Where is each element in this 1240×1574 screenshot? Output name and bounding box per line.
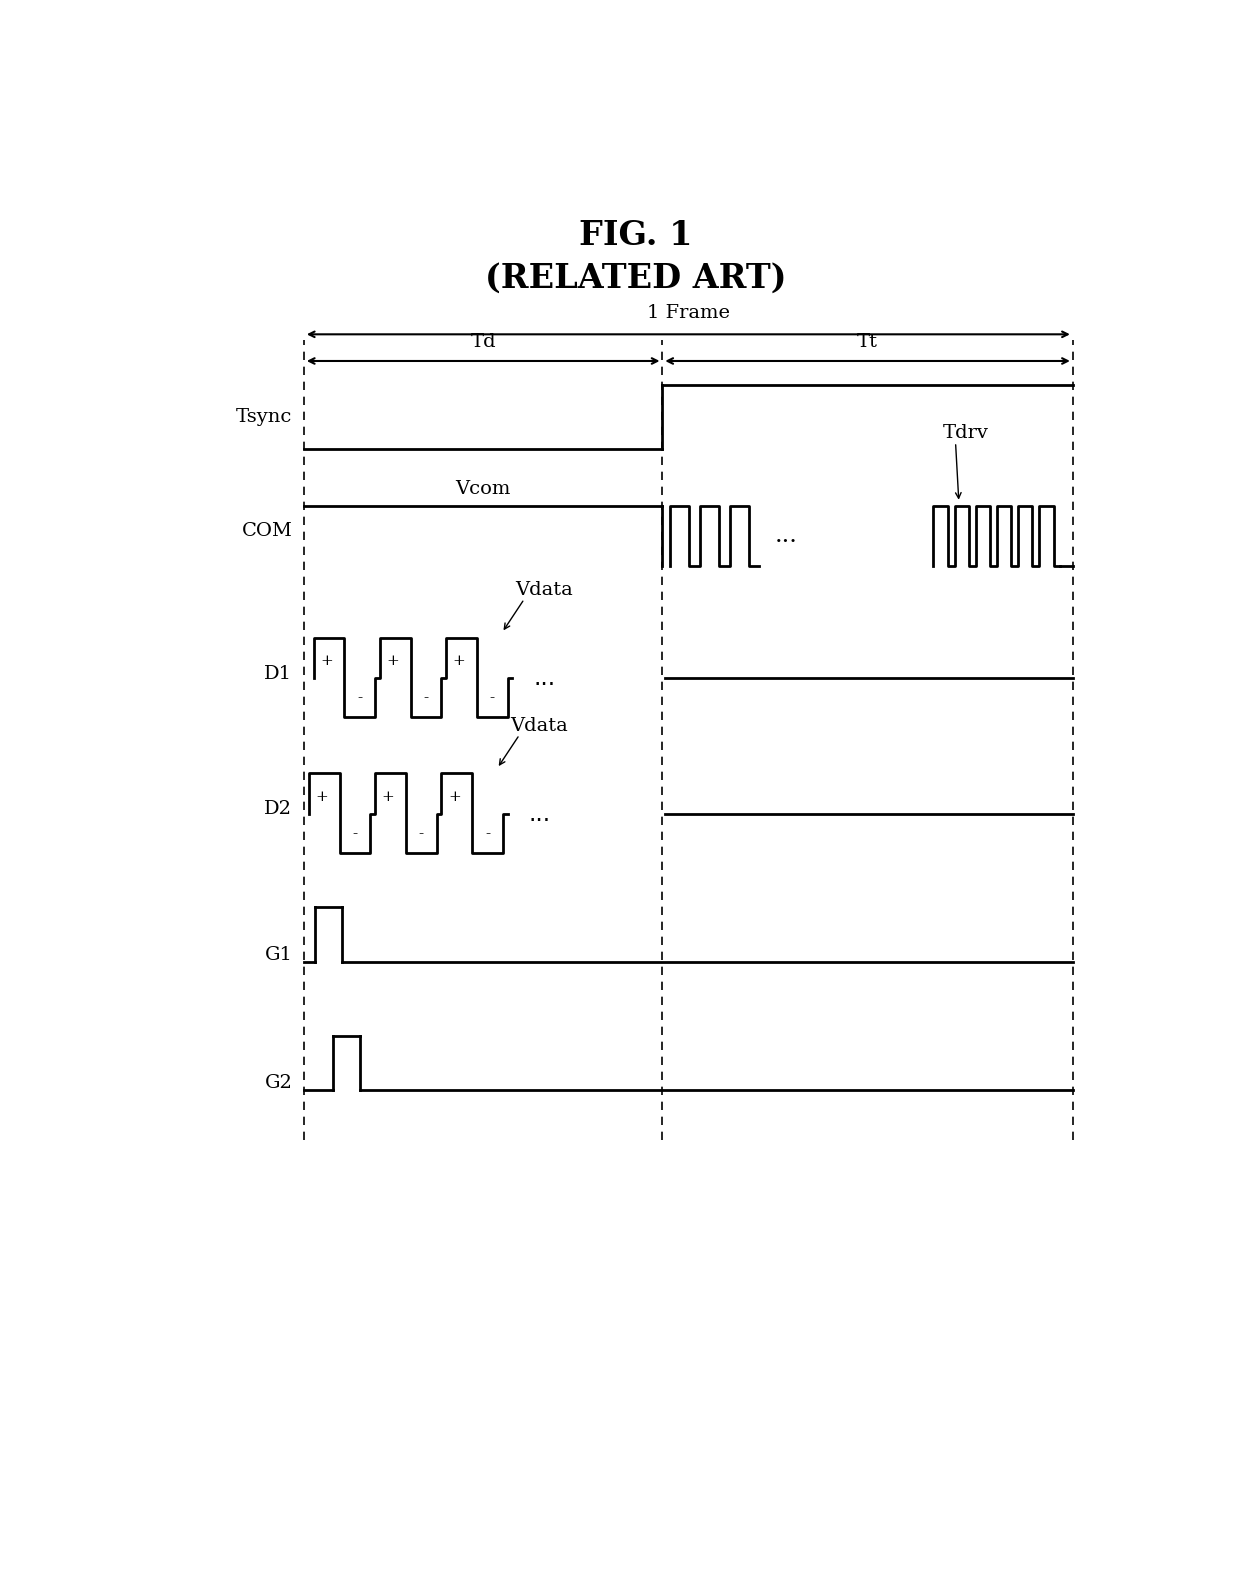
Text: (RELATED ART): (RELATED ART) <box>485 261 786 294</box>
Text: FIG. 1: FIG. 1 <box>579 219 692 252</box>
Text: +: + <box>448 790 461 804</box>
Text: -: - <box>485 828 490 842</box>
Text: Vdata: Vdata <box>510 716 568 735</box>
Text: D1: D1 <box>264 664 293 683</box>
Text: -: - <box>419 828 424 842</box>
Text: -: - <box>423 691 429 705</box>
Text: D2: D2 <box>264 801 293 818</box>
Text: +: + <box>387 655 399 669</box>
Text: ...: ... <box>533 666 556 691</box>
Text: Vdata: Vdata <box>515 581 573 598</box>
Text: ...: ... <box>775 524 797 548</box>
Text: +: + <box>453 655 465 669</box>
Text: Tdrv: Tdrv <box>942 423 988 442</box>
Text: Td: Td <box>470 334 496 351</box>
Text: Tt: Tt <box>857 334 878 351</box>
Text: -: - <box>490 691 495 705</box>
Text: Tsync: Tsync <box>236 408 293 425</box>
Text: COM: COM <box>242 521 293 540</box>
Text: -: - <box>352 828 357 842</box>
Text: ...: ... <box>528 803 551 826</box>
Text: +: + <box>315 790 329 804</box>
Text: G2: G2 <box>264 1075 293 1092</box>
Text: +: + <box>320 655 332 669</box>
Text: Vcom: Vcom <box>455 480 511 497</box>
Text: G1: G1 <box>264 946 293 963</box>
Text: 1 Frame: 1 Frame <box>647 304 730 323</box>
Text: -: - <box>357 691 362 705</box>
Text: +: + <box>382 790 394 804</box>
